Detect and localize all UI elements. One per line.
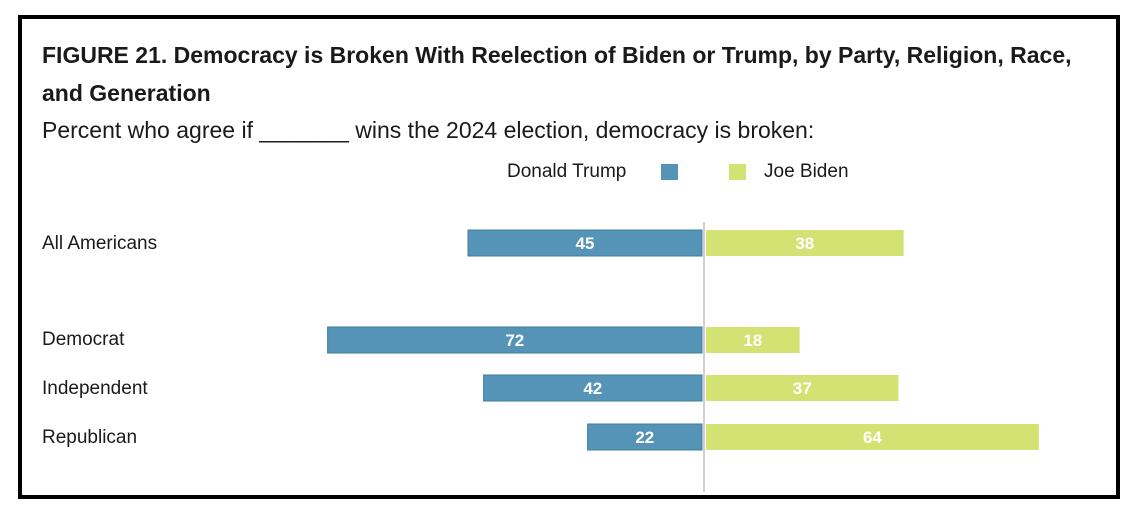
category-label-republican: Republican [42,427,138,448]
bar-trump-republican [587,423,703,451]
data-label-biden-democrat: 18 [743,331,762,350]
data-label-trump-all-americans: 45 [576,234,595,253]
legend-label-trump: Donald Trump [507,161,627,182]
data-label-biden-republican: 64 [863,428,882,447]
bar-biden-democrat [706,327,800,353]
data-label-biden-independent: 37 [793,379,812,398]
category-label-democrat: Democrat [42,329,125,350]
legend-swatch-biden [729,164,746,180]
data-label-trump-republican: 22 [635,428,654,447]
bar-biden-all-americans [706,230,904,256]
category-label-independent: Independent [42,378,148,399]
data-label-trump-democrat: 72 [505,331,524,350]
figure-frame [18,15,1120,499]
legend-label-biden: Joe Biden [764,161,849,182]
chart-title: FIGURE 21. Democracy is Broken With Reel… [42,42,1072,106]
bar-trump-all-americans [467,229,703,257]
data-label-biden-all-americans: 38 [795,234,814,253]
bar-trump-democrat [327,326,703,354]
legend-swatch-trump [661,164,678,180]
category-label-all-americans: All Americans [42,233,158,254]
bar-biden-independent [706,375,899,401]
bar-trump-independent [483,374,703,402]
bar-biden-republican [706,424,1039,450]
chart-subtitle: Percent who agree if _______ wins the 20… [42,117,815,143]
data-label-trump-independent: 42 [583,379,602,398]
